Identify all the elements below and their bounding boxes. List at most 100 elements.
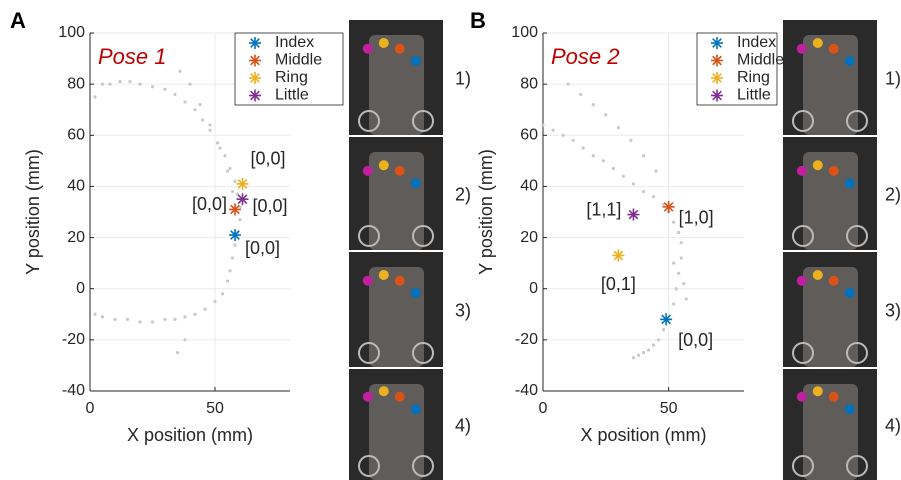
data-label: [0,0] bbox=[678, 330, 713, 350]
background-point bbox=[183, 338, 187, 342]
background-point bbox=[591, 154, 595, 158]
marker-stroke bbox=[237, 194, 248, 205]
background-point bbox=[220, 292, 225, 296]
marker-stroke bbox=[663, 202, 674, 212]
y-axis-label: Y position (mm) bbox=[23, 149, 43, 275]
background-point bbox=[672, 261, 676, 265]
data-label: [0,0] bbox=[245, 238, 280, 258]
wheel bbox=[412, 225, 434, 247]
background-point bbox=[679, 241, 683, 245]
finger-point bbox=[229, 229, 241, 242]
finger-dot bbox=[812, 386, 823, 397]
background-point bbox=[233, 243, 237, 247]
background-point bbox=[571, 138, 575, 142]
background-point bbox=[679, 256, 683, 260]
background-point bbox=[150, 85, 155, 89]
marker-stroke bbox=[250, 73, 260, 83]
y-tick-label: 80 bbox=[67, 75, 85, 92]
background-point bbox=[581, 146, 585, 150]
background-point bbox=[566, 82, 570, 86]
finger-dot bbox=[844, 288, 855, 298]
y-tick-label: -20 bbox=[62, 331, 85, 348]
background-point bbox=[225, 279, 230, 283]
legend-swatch bbox=[249, 89, 261, 102]
legend-label: Ring bbox=[275, 69, 308, 86]
finger-point bbox=[236, 193, 249, 206]
finger-point bbox=[229, 203, 241, 216]
finger-dot bbox=[410, 288, 421, 298]
finger-dot bbox=[796, 165, 807, 176]
finger-dot bbox=[844, 404, 855, 415]
wheel bbox=[358, 342, 380, 364]
data-label: [1,1] bbox=[586, 199, 621, 219]
background-point bbox=[188, 82, 192, 86]
wheel bbox=[846, 225, 868, 247]
background-point bbox=[616, 126, 620, 130]
wheel bbox=[846, 110, 868, 132]
background-point bbox=[604, 113, 608, 117]
marker-stroke bbox=[628, 209, 639, 220]
finger-dot bbox=[362, 391, 373, 402]
background-point bbox=[561, 133, 565, 137]
finger-dot bbox=[796, 275, 807, 286]
marker-stroke bbox=[250, 90, 260, 101]
background-point bbox=[163, 317, 167, 321]
background-point bbox=[150, 320, 155, 324]
legend-swatch bbox=[711, 72, 723, 84]
legend-swatch bbox=[249, 37, 261, 49]
photo-label: 4) bbox=[455, 415, 471, 435]
finger-dot bbox=[796, 43, 807, 54]
marker-stroke bbox=[230, 230, 240, 240]
panel-label: A bbox=[10, 8, 26, 33]
wheel bbox=[846, 342, 868, 364]
marker-stroke bbox=[712, 73, 722, 83]
finger-dot bbox=[844, 178, 855, 189]
legend-swatch bbox=[711, 37, 723, 49]
background-point bbox=[672, 302, 676, 306]
wheel bbox=[792, 455, 814, 477]
hand-shape bbox=[803, 152, 858, 250]
wheel bbox=[846, 455, 868, 477]
background-point bbox=[631, 356, 636, 360]
photo-label: 2) bbox=[885, 185, 901, 205]
finger-dot bbox=[812, 160, 823, 171]
y-tick-label: -40 bbox=[62, 382, 85, 399]
photo-label: 1) bbox=[885, 69, 901, 89]
finger-dot bbox=[394, 275, 405, 286]
finger-dot bbox=[828, 43, 839, 54]
y-tick-label: 0 bbox=[76, 280, 85, 297]
marker-stroke bbox=[712, 55, 722, 66]
background-point bbox=[684, 297, 688, 301]
background-point bbox=[113, 317, 117, 321]
finger-dot bbox=[828, 391, 839, 402]
legend-label: Ring bbox=[737, 69, 770, 86]
y-tick-label: 40 bbox=[520, 178, 538, 195]
y-tick-label: -20 bbox=[515, 331, 538, 348]
marker-stroke bbox=[712, 38, 722, 48]
background-point bbox=[228, 269, 232, 273]
background-point bbox=[200, 118, 205, 122]
background-point bbox=[672, 220, 676, 224]
finger-dot bbox=[394, 391, 405, 402]
background-point bbox=[233, 179, 237, 183]
x-axis-label: X position (mm) bbox=[580, 425, 706, 445]
wheel bbox=[792, 342, 814, 364]
y-tick-label: 100 bbox=[58, 24, 85, 41]
background-point bbox=[193, 108, 197, 112]
wheel bbox=[358, 225, 380, 247]
background-point bbox=[662, 328, 666, 332]
background-point bbox=[183, 315, 187, 319]
y-tick-label: -40 bbox=[515, 382, 538, 399]
photo-label: 2) bbox=[455, 185, 471, 205]
finger-point bbox=[612, 249, 625, 262]
legend-label: Little bbox=[737, 87, 771, 104]
background-point bbox=[183, 100, 187, 104]
finger-dot bbox=[410, 178, 421, 189]
finger-dot bbox=[362, 165, 373, 176]
background-point bbox=[674, 287, 678, 291]
background-point bbox=[213, 299, 217, 304]
background-point bbox=[677, 230, 681, 235]
y-tick-label: 20 bbox=[67, 229, 85, 246]
photo-label: 4) bbox=[885, 415, 901, 435]
